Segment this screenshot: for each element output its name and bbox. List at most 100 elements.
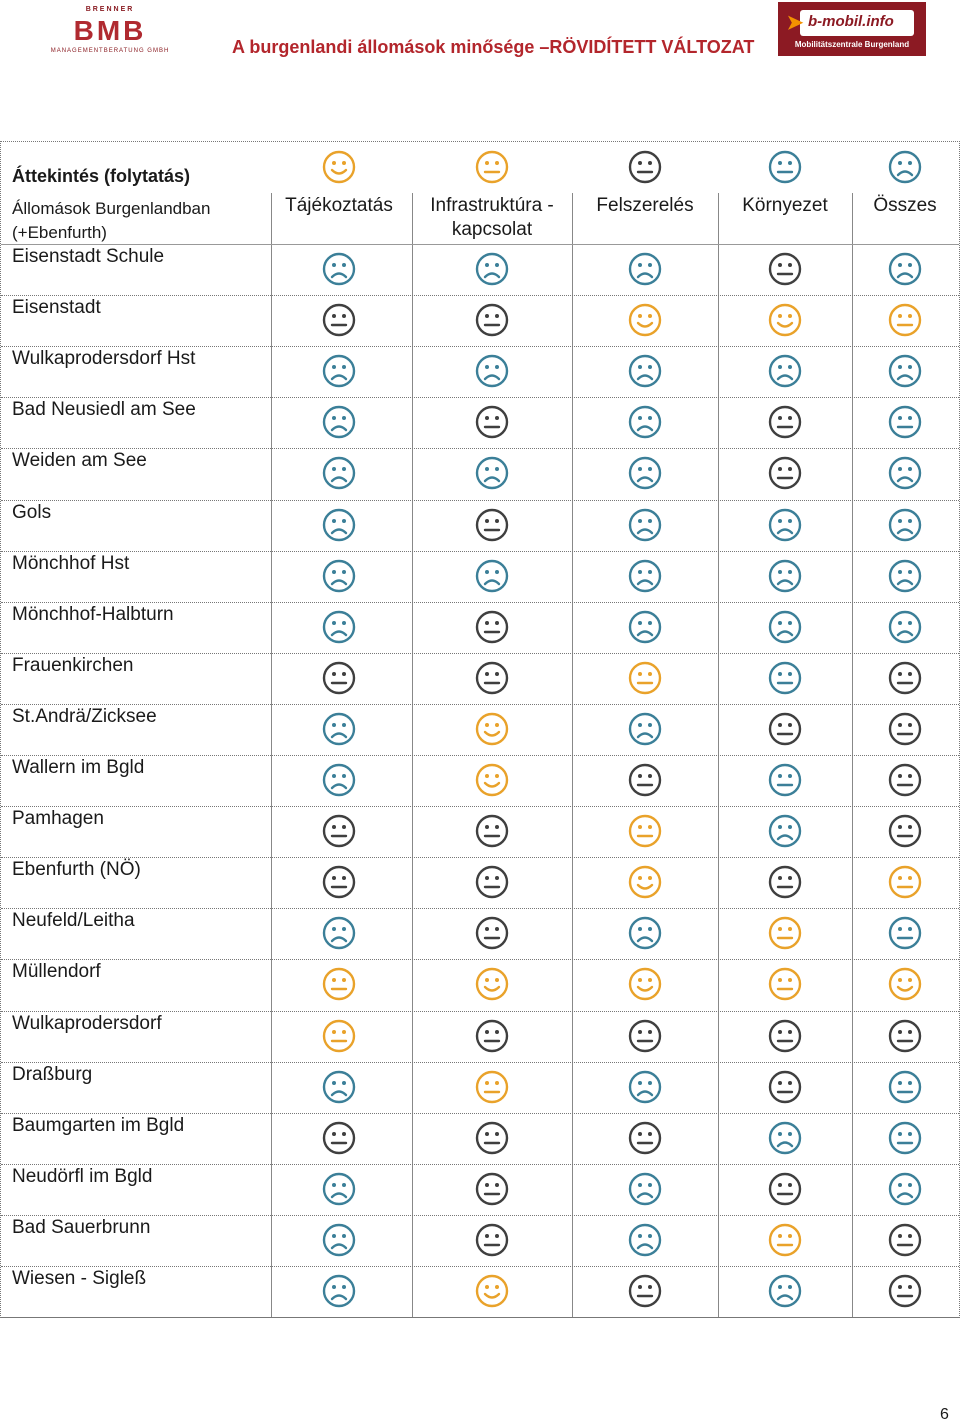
row-divider — [1, 346, 959, 348]
sad-face-icon — [322, 1172, 356, 1206]
station-name: Wiesen - Sigleß — [12, 1268, 147, 1289]
sad-face-icon — [322, 559, 356, 593]
bmb-logo: BRENNER BMB MANAGEMENTBERATUNG GMBH — [40, 6, 180, 58]
sad-face-icon — [322, 763, 356, 797]
neutral-face-icon — [768, 763, 802, 797]
row-divider — [1, 1010, 959, 1012]
sad-face-icon — [888, 354, 922, 388]
neutral-orange-legend-icon — [475, 150, 509, 184]
sad-face-icon — [628, 354, 662, 388]
neutral-face-icon — [322, 865, 356, 899]
neutral-face-icon — [768, 916, 802, 950]
sad-face-icon — [888, 1172, 922, 1206]
neutral-face-icon — [475, 1172, 509, 1206]
neutral-face-icon — [475, 814, 509, 848]
sad-face-icon — [628, 508, 662, 542]
row-divider — [1, 244, 959, 245]
station-name: Draßburg — [12, 1063, 93, 1085]
sad-face-icon — [628, 1172, 662, 1206]
sad-face-icon — [322, 1223, 356, 1257]
station-name: Müllendorf — [12, 961, 101, 983]
bmb-logo-top: BRENNER — [85, 6, 135, 13]
row-divider — [1, 550, 959, 552]
column-header: Összes — [873, 195, 937, 216]
station-name: Frauenkirchen — [12, 654, 134, 676]
row-divider — [1, 448, 959, 450]
column-header: Infrastruktúra -kapcsolat — [430, 195, 554, 240]
sad-face-icon — [475, 456, 509, 490]
sad-face-icon — [322, 508, 356, 542]
station-name: Wulkaprodersdorf Hst — [12, 348, 196, 370]
sad-face-icon — [768, 814, 802, 848]
sad-face-icon — [888, 456, 922, 490]
neutral-face-icon — [475, 508, 509, 542]
sad-face-icon — [768, 1121, 802, 1155]
row-divider — [1, 1317, 959, 1319]
row-divider — [1, 652, 959, 654]
neutral-face-icon — [475, 1121, 509, 1155]
sad-face-icon — [768, 354, 802, 388]
row-divider — [1, 295, 959, 297]
station-name: St.Andrä/Zicksee — [12, 705, 157, 727]
station-name: Bad Sauerbrunn — [12, 1216, 151, 1238]
document-title: A burgenlandi állomások minősége –RÖVIDÍ… — [232, 37, 755, 57]
neutral-face-icon — [322, 303, 356, 337]
sad-face-icon — [322, 916, 356, 950]
happy-face-icon — [475, 967, 509, 1001]
neutral-face-icon — [322, 814, 356, 848]
station-name: Wallern im Bgld — [12, 757, 145, 778]
neutral-face-icon — [768, 252, 802, 286]
sad-face-icon — [475, 559, 509, 593]
neutral-face-icon — [888, 712, 922, 746]
station-quality-table: Áttekintés (folytatás) Állomások Burgenl… — [0, 141, 960, 1319]
neutral-face-icon — [628, 814, 662, 848]
neutral-face-icon — [322, 1121, 356, 1155]
row-divider — [1, 397, 959, 399]
happy-face-icon — [768, 303, 802, 337]
neutral-face-icon — [322, 661, 356, 695]
row-divider — [1, 806, 959, 808]
neutral-face-icon — [888, 916, 922, 950]
neutral-face-icon — [888, 1274, 922, 1308]
sad-face-icon — [322, 1274, 356, 1308]
row-divider — [1, 959, 959, 961]
sad-face-icon — [322, 456, 356, 490]
neutral-face-icon — [475, 865, 509, 899]
station-name: Neudörfl im Bgld — [12, 1165, 153, 1187]
sad-face-icon — [768, 1274, 802, 1308]
b-mobil-text: b-mobil.info — [808, 13, 894, 30]
station-name: Baumgarten im Bgld — [12, 1114, 185, 1136]
neutral-face-icon — [768, 1070, 802, 1104]
row-divider — [1, 908, 959, 910]
bmb-logo-mark: BMB — [73, 15, 147, 46]
neutral-face-icon — [475, 405, 509, 439]
neutral-face-icon — [768, 405, 802, 439]
sad-face-icon — [888, 610, 922, 644]
row-divider — [1, 499, 959, 501]
sad-teal-legend-icon — [888, 150, 922, 184]
happy-face-icon — [475, 712, 509, 746]
sad-face-icon — [628, 610, 662, 644]
stations-column-header: Állomások Burgenlandban (+Ebenfurth) — [12, 199, 211, 242]
neutral-face-icon — [475, 661, 509, 695]
neutral-face-icon — [768, 1172, 802, 1206]
happy-orange-legend-icon — [322, 150, 356, 184]
happy-face-icon — [628, 303, 662, 337]
neutral-face-icon — [888, 865, 922, 899]
sad-face-icon — [322, 610, 356, 644]
row-divider — [1, 1061, 959, 1063]
sad-face-icon — [628, 252, 662, 286]
neutral-face-icon — [475, 1223, 509, 1257]
neutral-face-icon — [888, 1223, 922, 1257]
neutral-dark-legend-icon — [628, 150, 662, 184]
neutral-face-icon — [768, 1223, 802, 1257]
sad-face-icon — [628, 1070, 662, 1104]
sad-face-icon — [888, 508, 922, 542]
neutral-face-icon — [768, 1019, 802, 1053]
happy-face-icon — [628, 967, 662, 1001]
neutral-face-icon — [628, 763, 662, 797]
row-divider — [1, 857, 959, 859]
neutral-face-icon — [628, 1121, 662, 1155]
happy-face-icon — [475, 1274, 509, 1308]
station-name: Weiden am See — [12, 450, 147, 472]
